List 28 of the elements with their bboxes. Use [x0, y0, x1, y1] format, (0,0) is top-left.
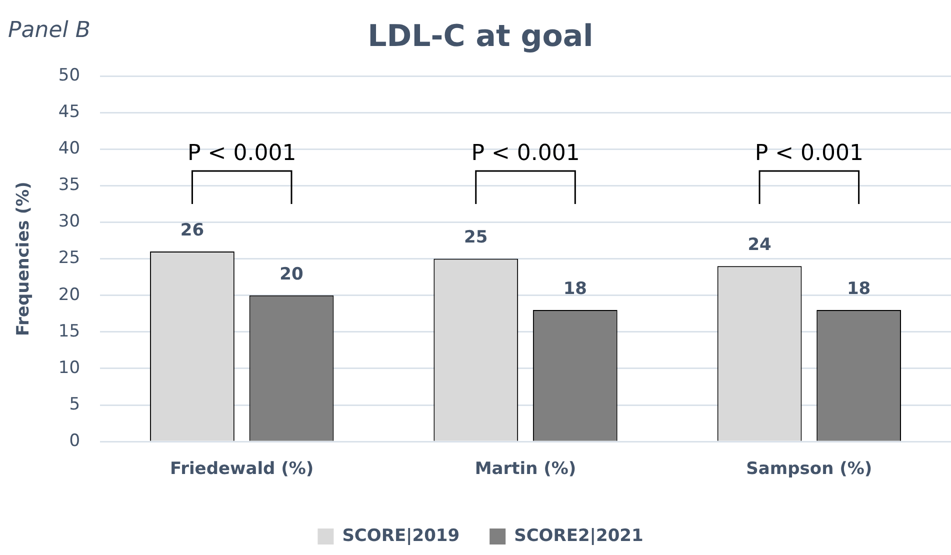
x-tick-label: Friedewald (%) [170, 459, 314, 480]
y-tick-label: 50 [58, 65, 80, 86]
annotation: P < 0.001 [471, 140, 580, 166]
data-label: 26 [180, 220, 204, 240]
y-tick-label: 5 [69, 394, 80, 414]
y-tick-label: 10 [58, 358, 80, 378]
legend-label: SCORE|2019 [342, 526, 460, 546]
text: Panel B [8, 18, 90, 43]
data-label: 18 [846, 278, 871, 299]
data-label: 24 [748, 235, 772, 256]
data-label: 20 [280, 264, 304, 284]
y-tick-label: 30 [58, 212, 80, 232]
y-tick-label: 35 [58, 175, 80, 196]
y-axis-title: Frequencies (%) [14, 182, 34, 336]
data-label: 25 [464, 228, 488, 248]
x-tick-label: Sampson (%) [746, 459, 872, 480]
x-tick-label: Martin (%) [474, 459, 576, 480]
annotation: P < 0.001 [754, 140, 864, 166]
data-label: 18 [563, 278, 587, 299]
annotation: P < 0.001 [188, 140, 296, 166]
y-tick-label: 40 [58, 138, 80, 159]
y-tick-label: 0 [69, 431, 80, 452]
chart-title: LDL-C at goal [368, 18, 594, 54]
y-tick-label: 15 [58, 321, 80, 342]
y-tick-label: 25 [58, 248, 80, 268]
y-tick-label: 20 [58, 284, 80, 305]
y-tick-label: 45 [58, 102, 80, 122]
legend-label: SCORE2|2021 [514, 526, 644, 546]
